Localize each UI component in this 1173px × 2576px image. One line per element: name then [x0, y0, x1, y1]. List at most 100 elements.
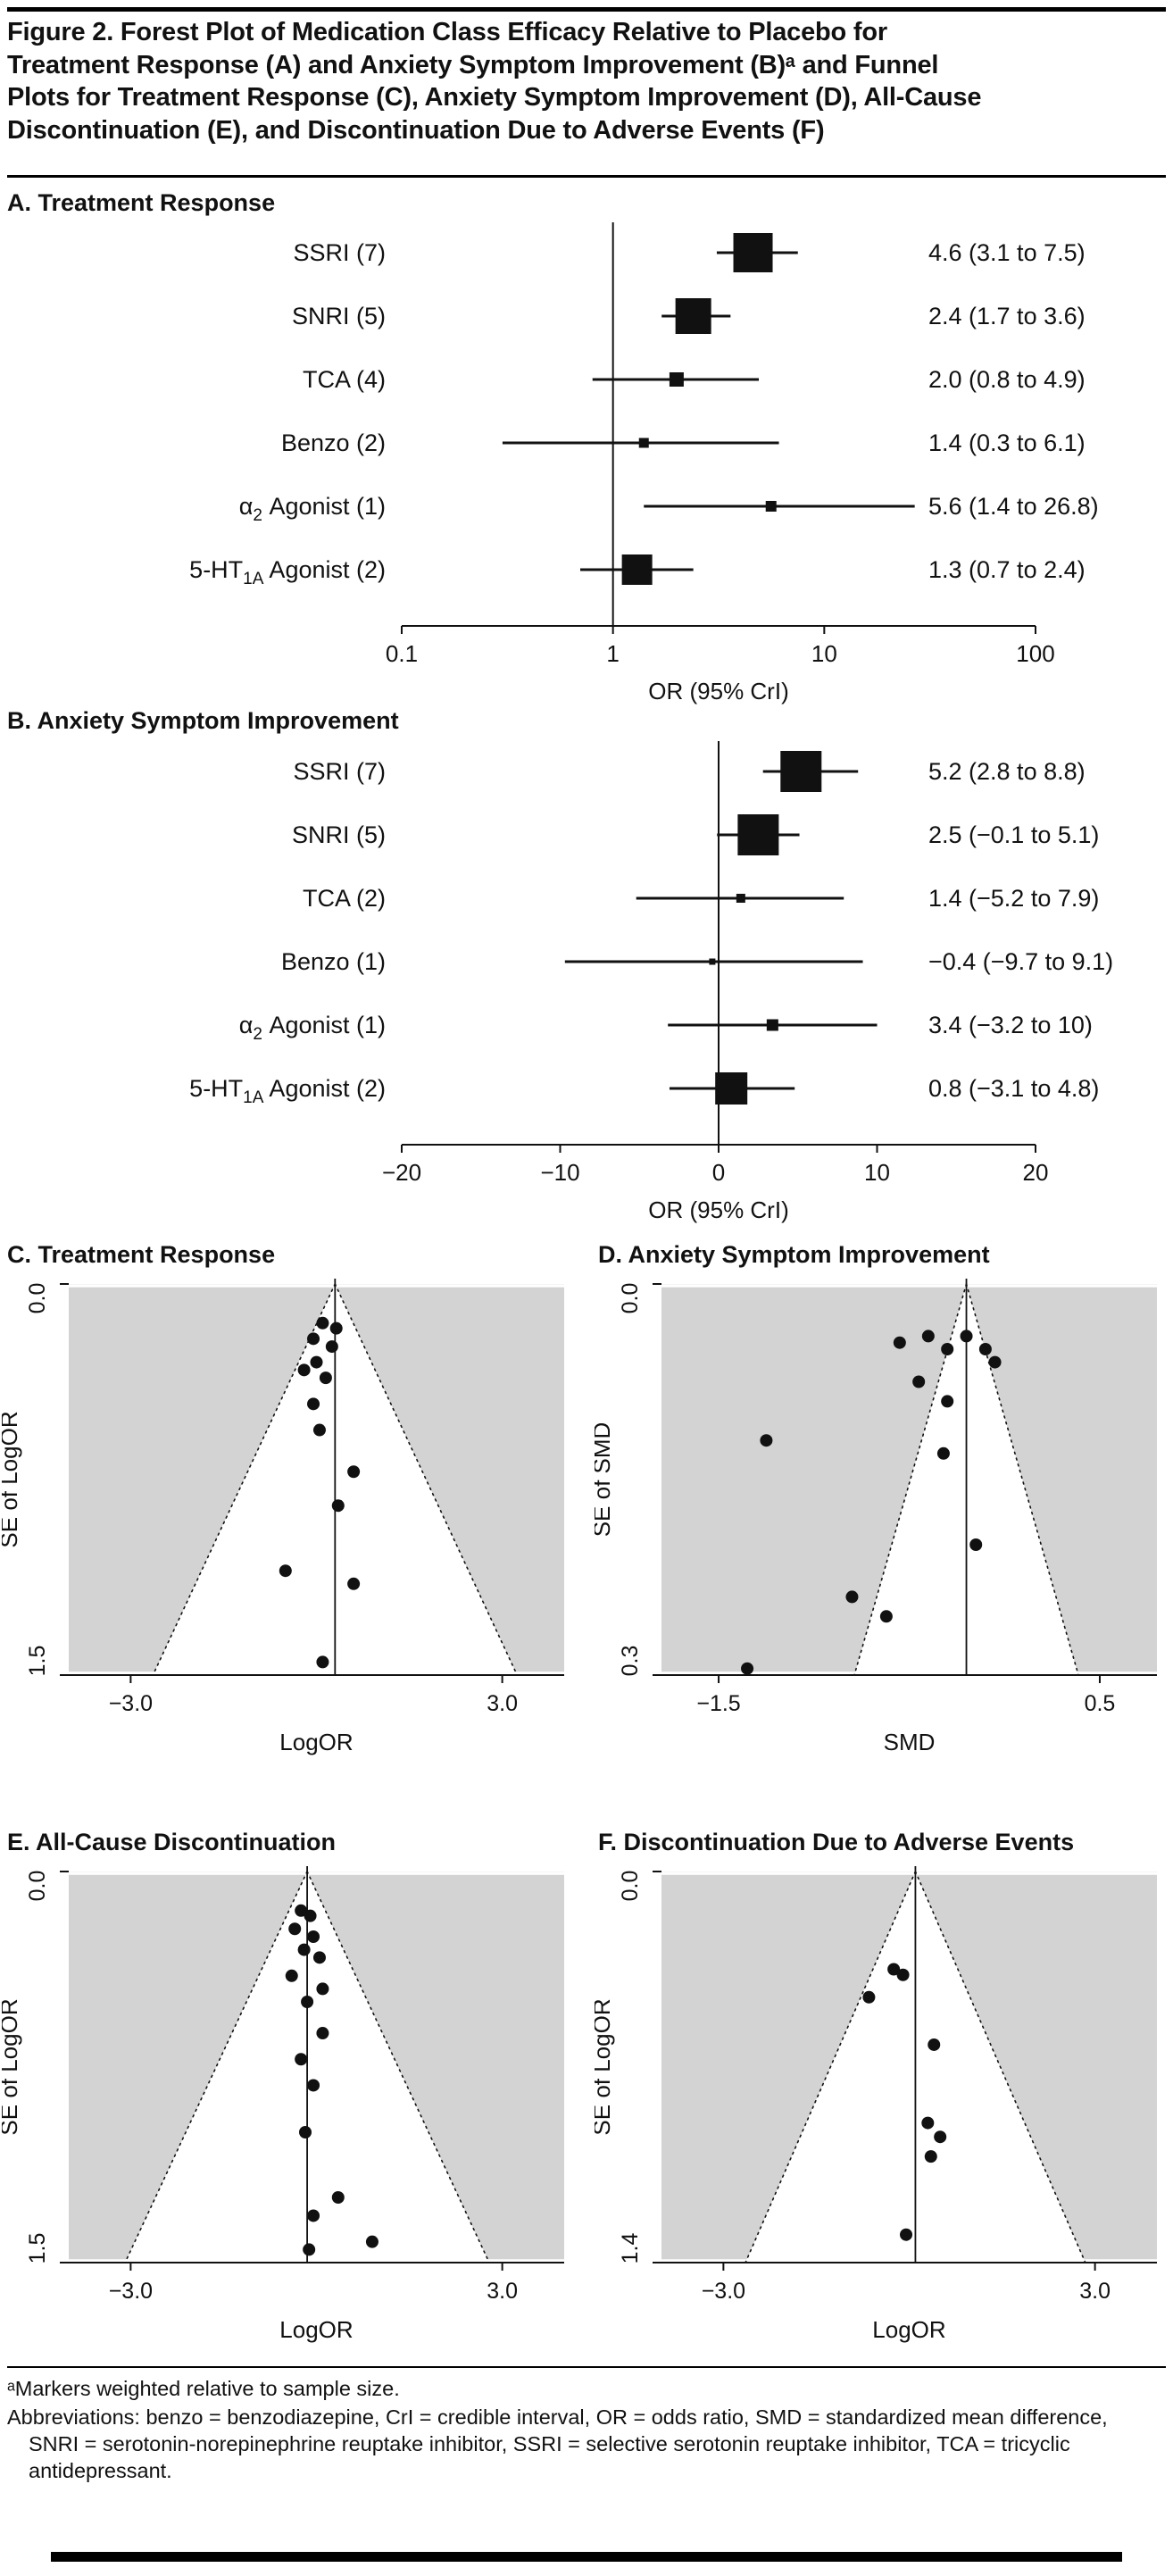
point-estimate-marker: [638, 438, 649, 448]
point-estimate-marker: [621, 554, 653, 585]
y-tick-label: 0.0: [25, 1871, 50, 1902]
x-axis-title: OR (95% CrI): [648, 678, 788, 704]
study-point: [316, 1316, 329, 1330]
study-point: [941, 1395, 954, 1408]
x-tick-label: −3.0: [109, 2279, 153, 2304]
panel-f-heading: F. Discontinuation Due to Adverse Events: [598, 1829, 1075, 1855]
forest-row: SSRI (7) 5.2 (2.8 to 8.8): [293, 751, 1086, 792]
figure-title-line: Figure 2. Forest Plot of Medication Clas…: [7, 18, 887, 46]
row-label: 5-HT1A Agonist (2): [189, 556, 386, 588]
x-tick-label: 0.5: [1085, 1691, 1116, 1716]
x-tick-label: −10: [540, 1159, 579, 1186]
y-tick-label: 1.4: [618, 2233, 643, 2264]
forest-row: 5-HT1A Agonist (2) 1.3 (0.7 to 2.4): [189, 554, 1086, 588]
y-axis-title: SE of SMD: [595, 1422, 615, 1538]
study-point: [303, 2243, 316, 2256]
estimate-text: 0.8 (−3.1 to 4.8): [928, 1075, 1099, 1102]
study-point: [365, 2235, 379, 2248]
point-estimate-marker: [709, 958, 716, 965]
x-tick-label: 0: [712, 1159, 725, 1186]
study-point: [921, 2116, 935, 2130]
funnel-plot-all-cause-discontinuation: −3.0 3.0 LogOR 0.0 1.5 SE of LogOR: [2, 1866, 564, 2343]
panel-c-heading: C. Treatment Response: [7, 1241, 276, 1268]
forest-row: SNRI (5) 2.5 (−0.1 to 5.1): [292, 814, 1099, 855]
x-tick-label: 10: [864, 1159, 890, 1186]
forest-row: TCA (2) 1.4 (−5.2 to 7.9): [303, 885, 1099, 912]
y-axis-title: SE of LogOR: [2, 1998, 22, 2135]
x-tick-label: −20: [382, 1159, 421, 1186]
forest-row: SSRI (7) 4.6 (3.1 to 7.5): [293, 233, 1086, 272]
funnel-plot-anxiety-improvement: −1.5 0.5 SMD 0.0 0.3 SE of SMD: [595, 1279, 1157, 1755]
point-estimate-marker: [715, 1072, 748, 1105]
study-point: [279, 1564, 292, 1578]
footnote-marker-note: ᵃMarkers weighted relative to sample siz…: [7, 2377, 400, 2400]
study-point: [879, 1610, 893, 1623]
bottom-bar: [51, 2552, 1122, 2562]
study-point: [760, 1434, 773, 1447]
study-point: [297, 1943, 311, 1956]
point-estimate-marker: [780, 751, 822, 792]
figure-title-line: Treatment Response (A) and Anxiety Sympt…: [7, 50, 939, 79]
study-point: [331, 1499, 345, 1513]
study-point: [924, 2150, 937, 2163]
point-estimate-marker: [675, 298, 711, 334]
study-point: [310, 1355, 323, 1369]
study-point: [325, 1340, 338, 1354]
study-point: [896, 1968, 910, 1981]
x-tick-label: 100: [1016, 640, 1054, 667]
footnote-rule: [7, 2366, 1166, 2368]
row-label: SSRI (7): [293, 239, 386, 266]
x-tick-label: −1.5: [696, 1691, 740, 1716]
figure-title: Figure 2. Forest Plot of Medication Clas…: [7, 16, 1114, 146]
study-point: [301, 1996, 314, 2008]
top-rule: [7, 7, 1166, 12]
study-point: [316, 1982, 329, 1996]
x-axis-title: LogOR: [279, 1729, 353, 1755]
study-point: [307, 2209, 320, 2222]
row-label: SSRI (7): [293, 758, 386, 785]
row-label: Benzo (1): [281, 948, 386, 975]
study-point: [934, 2130, 947, 2144]
panel-d-heading: D. Anxiety Symptom Improvement: [598, 1241, 990, 1268]
study-point: [312, 1423, 326, 1437]
study-point: [921, 1330, 935, 1343]
forest-row: α2 Agonist (1) 5.6 (1.4 to 26.8): [239, 493, 1099, 525]
study-point: [893, 1336, 906, 1349]
study-point: [295, 1904, 308, 1917]
study-point: [304, 1909, 317, 1922]
row-label: α2 Agonist (1): [239, 1012, 386, 1044]
funnel-edge-left: [745, 1871, 917, 2263]
y-tick-label: 0.3: [618, 1646, 643, 1677]
study-point: [295, 2053, 308, 2066]
x-tick-label: 3.0: [487, 2279, 518, 2304]
estimate-text: 2.0 (0.8 to 4.9): [928, 366, 1086, 393]
forest-plot-treatment-response: SSRI (7) 4.6 (3.1 to 7.5) SNRI (5) 2.4 (1.7…: [189, 222, 1099, 704]
forest-row: α2 Agonist (1) 3.4 (−3.2 to 10): [239, 1012, 1093, 1044]
study-point: [936, 1446, 950, 1460]
point-estimate-marker: [733, 233, 773, 272]
forest-row: Benzo (2) 1.4 (0.3 to 6.1): [281, 429, 1086, 456]
y-axis-title: SE of LogOR: [2, 1411, 22, 1547]
y-axis-title: SE of LogOR: [595, 1998, 615, 2135]
study-point: [900, 2228, 913, 2241]
panel-e-heading: E. All-Cause Discontinuation: [7, 1829, 337, 1855]
figure-title-line: Discontinuation (E), and Discontinuation…: [7, 115, 825, 145]
forest-plot-anxiety-improvement: SSRI (7) 5.2 (2.8 to 8.8) SNRI (5) 2.5 (−0.…: [189, 741, 1113, 1223]
study-point: [331, 2191, 345, 2204]
estimate-text: 3.4 (−3.2 to 10): [928, 1012, 1093, 1038]
x-axis-title: LogOR: [279, 2316, 353, 2343]
study-point: [912, 1375, 926, 1388]
funnel-plot-treatment-response: −3.0 3.0 LogOR 0.0 1.5 SE of LogOR: [2, 1279, 564, 1755]
study-point: [347, 1465, 361, 1479]
forest-row: 5-HT1A Agonist (2) 0.8 (−3.1 to 4.8): [189, 1072, 1099, 1107]
row-label: SNRI (5): [292, 821, 386, 848]
y-tick-label: 0.0: [618, 1871, 643, 1902]
estimate-text: 5.6 (1.4 to 26.8): [928, 493, 1099, 520]
row-label: TCA (2): [303, 885, 386, 912]
x-tick-label: 10: [811, 640, 837, 667]
row-label: α2 Agonist (1): [239, 493, 386, 525]
study-point: [329, 1321, 343, 1335]
title-rule: [7, 175, 1166, 178]
y-tick-label: 0.0: [25, 1283, 50, 1314]
